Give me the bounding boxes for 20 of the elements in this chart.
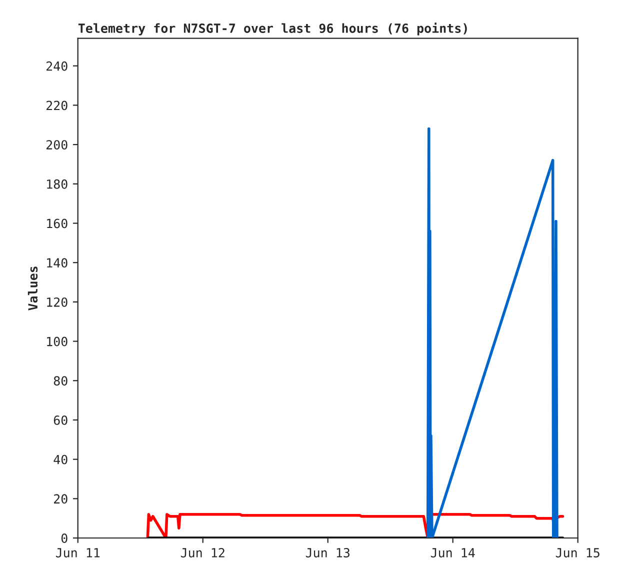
y-tick-label: 20: [54, 494, 68, 504]
y-tick-label: 200: [46, 140, 68, 150]
y-tick-label: 60: [54, 415, 68, 425]
y-tick-label: 40: [54, 454, 68, 464]
y-tick-label: 240: [46, 61, 68, 71]
x-tick-label: Jun 11: [56, 548, 100, 558]
x-tick-label: Jun 13: [306, 548, 350, 558]
chart-title: Telemetry for N7SGT-7 over last 96 hours (76 points): [78, 22, 467, 36]
y-tick-label: 80: [54, 376, 68, 386]
y-tick-label: 100: [47, 336, 68, 346]
y-tick-label: 220: [46, 100, 68, 110]
y-axis-title: Values: [28, 266, 38, 310]
y-tick-label: 180: [47, 179, 68, 189]
x-tick-label: Jun 14: [430, 548, 475, 558]
y-tick-label: 160: [47, 218, 68, 228]
x-tick-label: Jun 12: [180, 548, 224, 558]
y-tick-label: 140: [47, 258, 68, 268]
x-tick-label: Jun 15: [556, 548, 600, 558]
y-tick-label: 0: [61, 534, 68, 543]
y-tick-label: 120: [47, 297, 68, 307]
